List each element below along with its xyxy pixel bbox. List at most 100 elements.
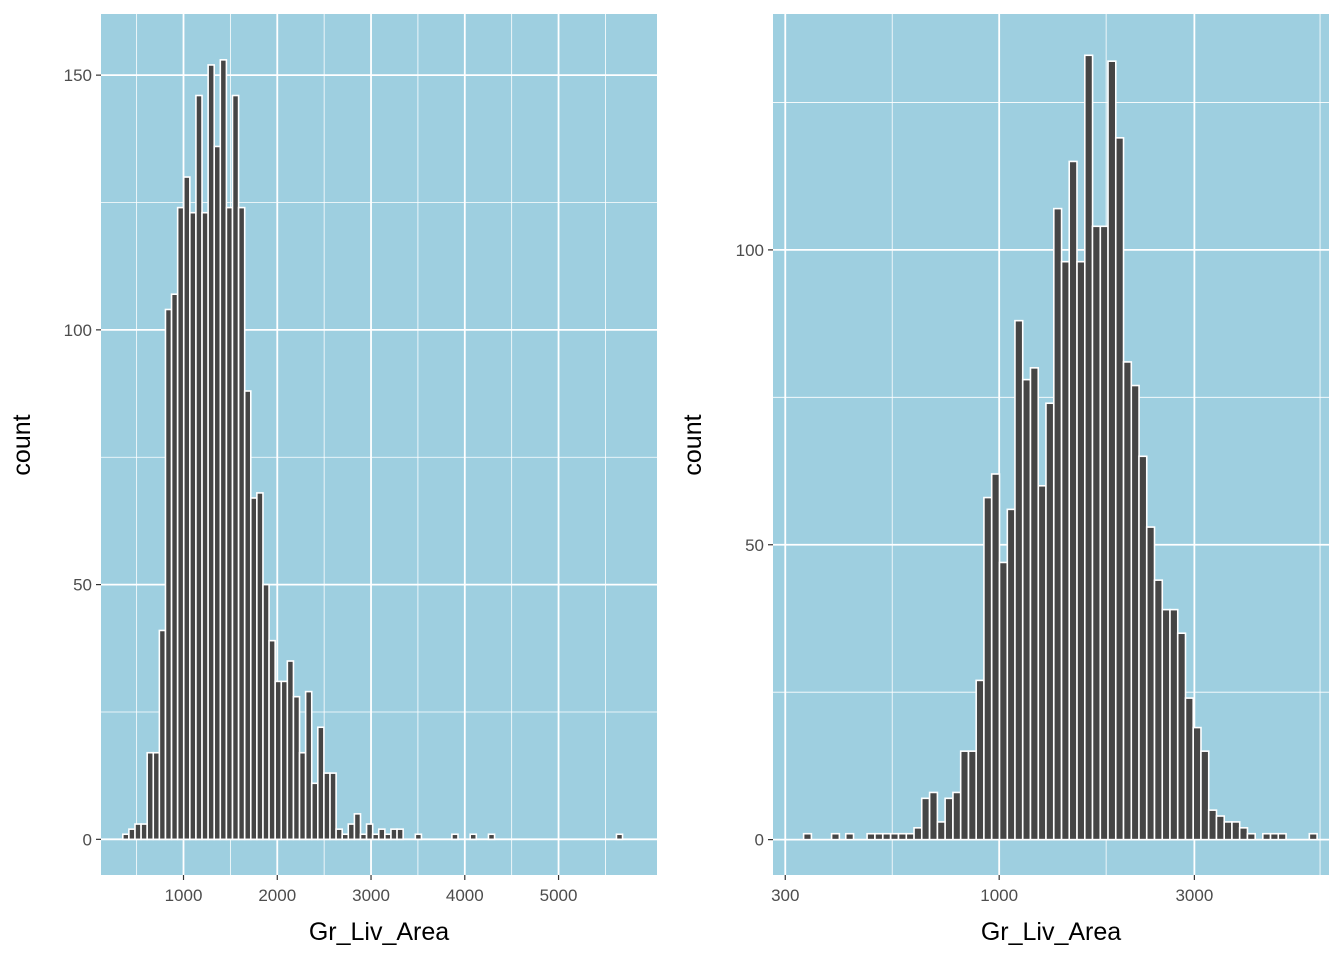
right-histogram-panel: 300 1000 3000 0 50 100 Gr_Liv_Area count xyxy=(679,14,1329,946)
histogram-bar xyxy=(487,833,496,841)
histogram-bar xyxy=(1122,361,1133,841)
histogram-bars xyxy=(802,54,1318,841)
histogram-bar xyxy=(152,751,161,841)
y-tick-label: 50 xyxy=(73,576,92,595)
histogram-bar xyxy=(1223,821,1233,841)
y-axis-title: count xyxy=(679,414,707,475)
x-tick-label: 3000 xyxy=(352,886,390,905)
y-tick-label: 150 xyxy=(64,66,92,85)
histogram-bar xyxy=(201,211,209,841)
histogram-bar xyxy=(1099,225,1109,841)
x-axis-title: Gr_Liv_Area xyxy=(309,918,449,946)
histogram-bar xyxy=(944,797,954,841)
histogram-bar xyxy=(140,823,148,841)
histogram-bar xyxy=(913,827,923,841)
histogram-bar xyxy=(897,832,908,841)
histogram-bar xyxy=(158,629,167,841)
y-axis-title: count xyxy=(8,414,36,475)
histogram-bar xyxy=(182,176,191,841)
histogram-bar xyxy=(1029,367,1040,841)
histogram-bar xyxy=(213,145,222,841)
histogram-bar xyxy=(1037,484,1047,841)
histogram-bar xyxy=(1068,160,1078,841)
histogram-bar xyxy=(1045,402,1055,841)
y-tick-label: 100 xyxy=(736,241,764,260)
histogram-bar xyxy=(1014,319,1024,841)
histogram-bar xyxy=(146,751,155,841)
histogram-bar xyxy=(936,821,946,841)
histogram-bar xyxy=(280,680,289,841)
histogram-bar xyxy=(219,59,228,841)
histogram-bar xyxy=(323,772,331,841)
histogram-bar xyxy=(304,690,313,841)
histogram-bar xyxy=(268,639,276,841)
histogram-bar xyxy=(1130,384,1140,841)
histogram-bar xyxy=(952,791,962,841)
histogram-bar xyxy=(134,823,142,841)
histogram-bar xyxy=(1176,632,1187,841)
histogram-bar xyxy=(1231,821,1241,841)
histogram-bar xyxy=(1076,260,1086,841)
histogram-bar xyxy=(967,750,978,841)
histogram-bar xyxy=(176,206,185,841)
histogram-bar xyxy=(1277,832,1287,841)
y-tick-label: 50 xyxy=(745,536,764,555)
x-tick-label: 3000 xyxy=(1175,886,1213,905)
x-tick-label: 2000 xyxy=(258,886,296,905)
y-tick-label: 0 xyxy=(83,830,92,849)
histogram-bar xyxy=(121,833,130,841)
histogram-bar xyxy=(920,797,931,841)
histogram-bar xyxy=(866,832,876,841)
histogram-bar xyxy=(1192,726,1202,841)
histogram-bar xyxy=(830,832,841,841)
histogram-bar xyxy=(1269,832,1280,841)
histogram-bar xyxy=(317,726,325,841)
x-tick-label: 300 xyxy=(771,886,799,905)
histogram-bar xyxy=(905,832,915,841)
histogram-bar xyxy=(249,497,258,841)
histogram-bar xyxy=(1262,832,1272,841)
histogram-bar xyxy=(1145,526,1156,841)
histogram-bar xyxy=(889,832,900,841)
histogram-bar xyxy=(207,64,216,841)
histogram-bar xyxy=(164,308,173,841)
x-axis-title: Gr_Liv_Area xyxy=(981,918,1121,946)
histogram-bar xyxy=(1215,815,1226,841)
histogram-bar xyxy=(256,492,264,841)
histogram-bar xyxy=(390,828,398,841)
left-histogram-panel: 1000 2000 3000 4000 5000 0 50 100 150 Gr_Liv_Area… xyxy=(8,14,657,946)
histogram-bar xyxy=(170,293,179,841)
histogram-bar xyxy=(274,680,283,841)
histogram-bar xyxy=(451,833,459,841)
histogram-bar xyxy=(959,750,970,841)
histogram-bar xyxy=(1053,207,1063,841)
histogram-bar xyxy=(802,832,813,841)
histogram-bar xyxy=(1084,54,1094,841)
x-tick-label: 5000 xyxy=(540,886,578,905)
histogram-bar xyxy=(1200,750,1210,841)
histogram-bar xyxy=(359,833,368,841)
histogram-bar xyxy=(1161,608,1171,841)
histogram-bar xyxy=(371,833,380,841)
histogram-bar xyxy=(874,832,884,841)
x-tick-label: 1000 xyxy=(980,886,1018,905)
histogram-bar xyxy=(882,832,892,841)
histogram-bar xyxy=(469,833,478,841)
histogram-bar xyxy=(1107,60,1117,841)
histogram-bar xyxy=(189,211,197,841)
histogram-bar xyxy=(341,833,350,841)
histogram-bars xyxy=(121,59,624,841)
histogram-bar xyxy=(414,833,423,841)
histogram-bar xyxy=(243,390,252,841)
histogram-bar xyxy=(353,813,362,841)
histogram-bar xyxy=(329,772,337,841)
histogram-bar xyxy=(231,94,240,841)
histogram-bar xyxy=(975,679,985,841)
histogram-bar xyxy=(928,791,939,841)
histogram-bar xyxy=(1153,579,1164,841)
histogram-bar xyxy=(262,583,270,841)
histogram-bar xyxy=(615,833,624,841)
histogram-bar xyxy=(347,823,356,841)
x-tick-label: 4000 xyxy=(446,886,484,905)
